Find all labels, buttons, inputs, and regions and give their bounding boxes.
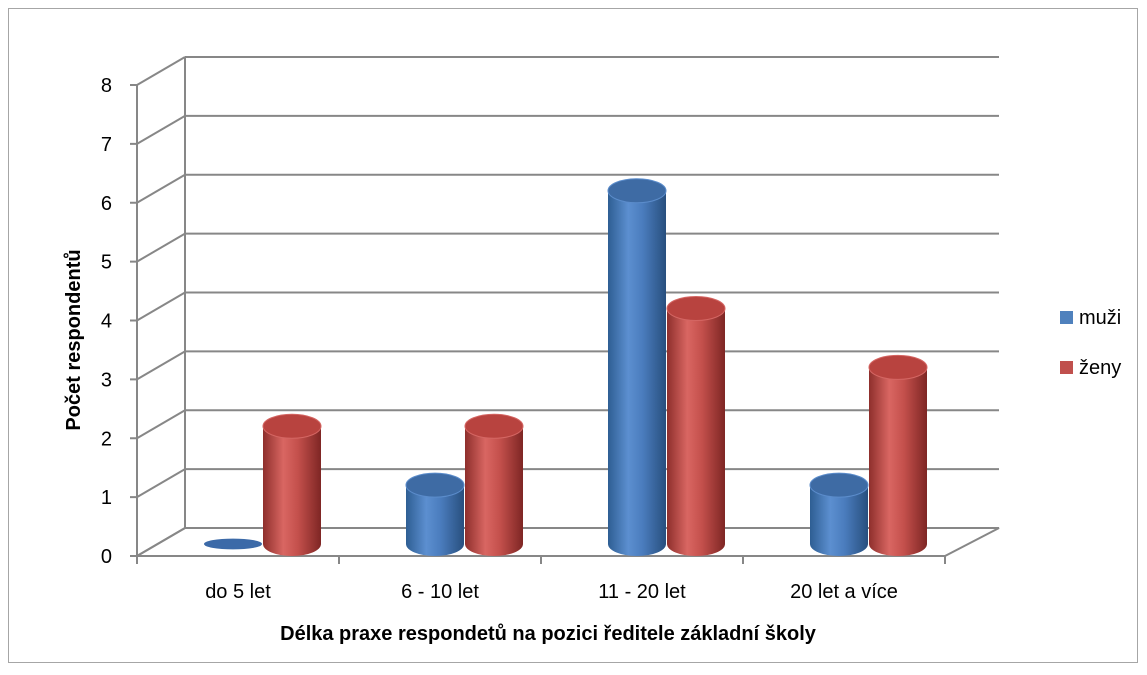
bars	[204, 178, 928, 556]
x-axis-title: Délka praxe respondetů na pozici ředitel…	[280, 623, 817, 645]
bar-zeny	[464, 413, 524, 556]
legend-label: muži	[1079, 307, 1121, 329]
legend-swatch	[1060, 311, 1073, 324]
x-tick-label: 6 - 10 let	[401, 581, 479, 603]
gridline-side	[136, 291, 186, 322]
y-tick-label: 7	[101, 134, 112, 156]
bar-body	[465, 426, 523, 556]
bar-zeny	[868, 354, 928, 556]
legend-label: ženy	[1079, 357, 1121, 379]
y-tick-labels: 0 1 2 3 4 5 6 7 8	[101, 75, 112, 568]
bar-top	[607, 178, 667, 204]
bar-top	[868, 354, 928, 380]
y-tick-label: 4	[101, 311, 112, 333]
y-axis-title: Počet respondentů	[63, 249, 85, 430]
x-tick-labels: do 5 let 6 - 10 let 11 - 20 let 20 let a ví…	[205, 581, 898, 603]
floor	[136, 527, 1000, 557]
y-tick-label: 0	[101, 546, 112, 568]
bar-zeny	[262, 413, 322, 556]
y-tick-label: 3	[101, 369, 112, 391]
x-tick-label: do 5 let	[205, 581, 271, 603]
x-tick-label: 11 - 20 let	[598, 581, 686, 603]
gridline-side	[136, 468, 186, 498]
bar-flat	[204, 538, 262, 550]
gridline-side	[136, 115, 186, 145]
x-tick-label: 20 let a více	[790, 581, 898, 603]
legend: muži ženy	[1060, 307, 1121, 379]
gridline-side	[136, 232, 186, 263]
gridlines	[130, 56, 1000, 564]
bar-top	[405, 472, 465, 498]
y-tick-label: 1	[101, 487, 112, 509]
y-tick-label: 8	[101, 75, 112, 97]
gridline-side	[136, 350, 186, 381]
bar-body	[810, 485, 868, 556]
y-tick-label: 5	[101, 252, 112, 274]
gridline-side	[136, 56, 186, 86]
bar-top	[809, 472, 869, 498]
bar-body	[406, 485, 464, 556]
bar-muzi	[204, 538, 262, 550]
legend-swatch	[1060, 361, 1073, 374]
bar-body	[263, 426, 321, 556]
bar-muzi	[607, 178, 667, 556]
y-tick-label: 2	[101, 428, 112, 450]
bar-body	[667, 308, 725, 556]
bar-muzi	[405, 472, 465, 556]
bar-body	[608, 190, 666, 556]
y-tick-label: 6	[101, 193, 112, 215]
bar-top	[262, 413, 322, 439]
bar-body	[869, 367, 927, 556]
bar-top	[666, 296, 726, 321]
gridline-side	[136, 409, 186, 440]
bar-zeny	[666, 296, 726, 556]
bar-top	[464, 413, 524, 439]
bar-muzi	[809, 472, 869, 556]
gridline-side	[136, 173, 186, 204]
